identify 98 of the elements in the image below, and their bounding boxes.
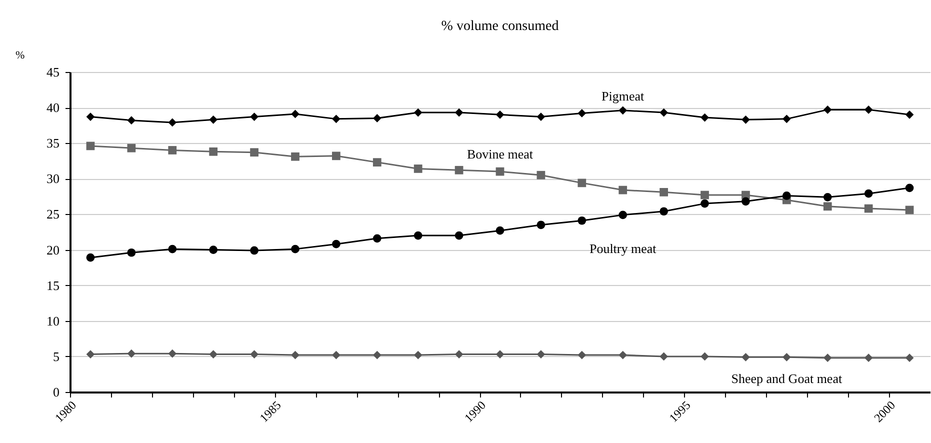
point [86,142,95,150]
point [168,118,177,127]
point [127,144,136,152]
y-tick-label: 15 [46,278,60,293]
point [618,210,628,220]
point [782,352,791,362]
point [209,350,218,358]
point [742,197,750,206]
point [700,199,709,208]
point [127,248,136,257]
point [454,166,464,174]
point [823,202,832,211]
point [536,350,546,358]
chart-title: % volume consumed [441,19,559,34]
point [618,106,628,115]
point [250,350,258,358]
point [209,147,218,156]
y-tick-label: 20 [46,242,60,258]
point [86,112,95,121]
point [86,350,95,358]
point [168,349,177,358]
point [414,231,422,240]
point [618,350,628,360]
point [660,188,668,196]
point [168,244,177,254]
point [496,350,504,358]
point [496,226,504,235]
y-tick-label: 25 [46,206,60,222]
point [864,189,873,198]
point [372,350,382,360]
point [332,350,340,360]
point [823,354,832,362]
point [250,112,258,121]
point [823,106,832,114]
point [578,109,586,118]
point [864,204,873,213]
point [578,216,586,225]
point [700,352,709,361]
y-tick-label: 35 [46,136,60,151]
series-label: Bovine meat [466,146,534,162]
point [660,207,668,216]
point [578,178,586,188]
point [250,246,258,255]
point [536,220,546,230]
point [291,152,300,161]
point [864,106,873,114]
point [905,184,914,192]
series-label: Pigmeat [602,88,645,104]
y-tick-label: 30 [46,171,60,186]
point [372,234,382,243]
point [496,110,504,119]
y-tick-label: 0 [53,384,60,400]
point [905,354,914,362]
point [414,350,422,360]
point [742,115,750,124]
point [209,246,218,254]
y-tick-label: 5 [53,348,60,364]
point [742,352,750,362]
point [209,115,218,124]
point [823,192,832,202]
point [372,158,382,166]
y-axis-title: % [16,50,25,62]
point [660,352,668,361]
point [291,244,300,254]
point [905,110,914,119]
series-label: Sheep and Goat meat [731,371,842,386]
point [905,206,914,214]
point [700,190,709,200]
point [782,114,791,124]
point [168,146,177,154]
point [127,349,136,358]
point [250,148,258,157]
point [536,112,546,121]
point [454,231,464,240]
point [496,167,504,176]
point [454,350,464,358]
point [414,108,422,117]
point [332,152,340,160]
series-label: Poultry meat [589,240,657,256]
y-tick-label: 40 [46,100,60,116]
point [332,240,340,248]
point [291,110,300,118]
point [372,114,382,122]
point [618,186,628,194]
y-tick-label: 10 [46,313,60,328]
point [700,113,709,122]
point [578,350,586,360]
point [414,164,422,173]
point [660,108,668,117]
y-tick-label: 45 [46,64,60,80]
point [127,116,136,125]
point [536,170,546,180]
point [332,114,340,124]
point [864,354,873,362]
point [782,192,791,200]
point [86,253,95,262]
point [454,108,464,117]
point [291,350,300,360]
